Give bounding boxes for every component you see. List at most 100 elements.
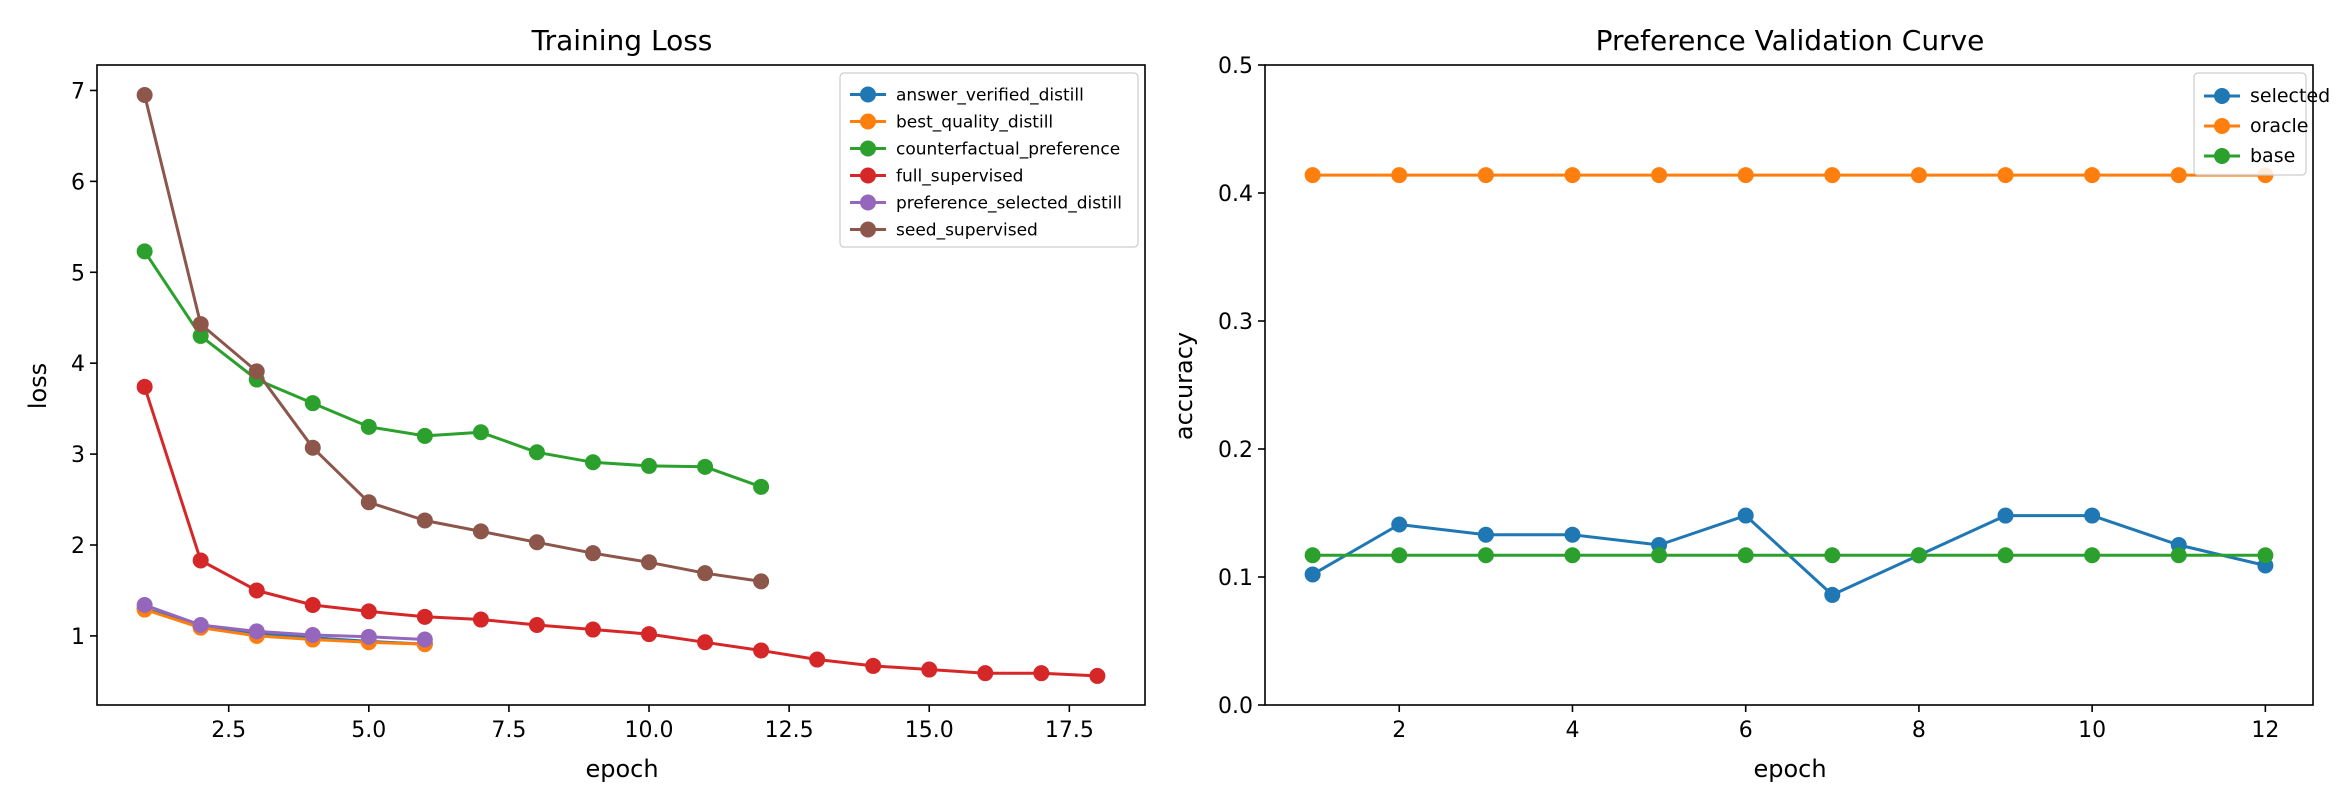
data-point bbox=[136, 87, 153, 103]
series-preference-selected-distill bbox=[136, 597, 433, 648]
legend: selected oracle base bbox=[2193, 72, 2330, 176]
data-point bbox=[1391, 516, 1408, 533]
data-point bbox=[2084, 547, 2101, 564]
data-point bbox=[1477, 167, 1494, 184]
data-point bbox=[1824, 586, 1841, 603]
data-point bbox=[1304, 167, 1321, 184]
x-tick-label: 10.0 bbox=[625, 718, 674, 743]
x-tick-label: 5.0 bbox=[351, 718, 386, 743]
data-point bbox=[1564, 526, 1581, 543]
data-point bbox=[697, 634, 714, 651]
x-tick-label: 12.5 bbox=[765, 718, 814, 743]
data-point bbox=[192, 327, 209, 344]
data-point bbox=[1910, 547, 1927, 564]
data-point bbox=[472, 424, 489, 441]
y-axis-label: accuracy bbox=[1170, 332, 1198, 440]
series-line bbox=[143, 94, 762, 583]
data-point bbox=[192, 316, 209, 333]
x-tick-label: 2 bbox=[1392, 718, 1406, 743]
data-point bbox=[1033, 665, 1050, 682]
data-point bbox=[360, 418, 377, 435]
data-point bbox=[641, 626, 658, 643]
data-point bbox=[136, 243, 153, 260]
data-point bbox=[472, 611, 489, 628]
data-point bbox=[248, 623, 265, 640]
data-point bbox=[248, 582, 265, 599]
data-point bbox=[753, 478, 770, 495]
data-point bbox=[1391, 167, 1408, 184]
data-point bbox=[1564, 167, 1581, 184]
data-point bbox=[1737, 167, 1754, 184]
data-point bbox=[472, 523, 489, 540]
series-line bbox=[143, 250, 762, 489]
preference-validation-chart: Preference Validation Curve epoch accura… bbox=[1170, 24, 2330, 783]
data-point bbox=[584, 454, 601, 471]
legend-label: answer_verified_distill bbox=[896, 86, 1084, 106]
data-point bbox=[1824, 167, 1841, 184]
y-tick-label: 1 bbox=[71, 625, 85, 650]
data-point bbox=[304, 439, 321, 456]
legend-label: base bbox=[2250, 145, 2295, 167]
y-tick-label: 4 bbox=[71, 352, 85, 377]
y-tick-label: 0.1 bbox=[1218, 566, 1253, 591]
data-point bbox=[1391, 547, 1408, 564]
data-point bbox=[304, 597, 321, 613]
plot-frame bbox=[96, 64, 1146, 706]
x-axis-label: epoch bbox=[585, 755, 658, 783]
y-tick-label: 0.5 bbox=[1218, 54, 1253, 79]
data-point bbox=[865, 657, 882, 674]
y-tick-label: 6 bbox=[71, 170, 85, 195]
legend-label: full_supervised bbox=[896, 167, 1023, 187]
legend: answer_verified_distill best_quality_dist… bbox=[839, 72, 1139, 248]
data-point bbox=[416, 427, 433, 444]
data-point bbox=[641, 554, 658, 571]
data-point bbox=[360, 603, 377, 620]
y-tick-label: 7 bbox=[71, 79, 85, 104]
series-counterfactual-preference bbox=[136, 243, 770, 495]
data-point bbox=[1564, 547, 1581, 564]
data-point bbox=[1304, 547, 1321, 564]
data-point bbox=[528, 617, 545, 633]
x-tick-label: 7.5 bbox=[491, 718, 526, 743]
data-point bbox=[2257, 547, 2274, 564]
data-point bbox=[1477, 526, 1494, 543]
data-point bbox=[809, 651, 826, 668]
legend-swatch-marker bbox=[2214, 88, 2230, 104]
data-point bbox=[416, 631, 433, 648]
x-axis-label: epoch bbox=[1753, 755, 1826, 783]
legend-label: preference_selected_distill bbox=[896, 194, 1122, 214]
y-tick-label: 3 bbox=[71, 443, 85, 468]
x-tick-label: 15.0 bbox=[905, 718, 954, 743]
data-point bbox=[697, 565, 714, 582]
series-full-supervised bbox=[136, 378, 1106, 684]
series-line bbox=[144, 608, 425, 646]
data-point bbox=[1477, 547, 1494, 564]
x-tick-label: 2.5 bbox=[211, 718, 246, 743]
data-point bbox=[641, 457, 658, 474]
data-point bbox=[192, 617, 209, 633]
data-point bbox=[1997, 167, 2014, 184]
legend-swatch-marker bbox=[860, 140, 876, 157]
data-point bbox=[1651, 167, 1668, 184]
data-point bbox=[528, 534, 545, 551]
data-point bbox=[136, 378, 153, 395]
chart-title: Training Loss bbox=[531, 24, 713, 57]
data-point bbox=[921, 661, 938, 678]
data-point bbox=[416, 512, 433, 529]
data-point bbox=[304, 395, 321, 412]
x-tick-label: 8 bbox=[1912, 718, 1926, 743]
chart-title: Preference Validation Curve bbox=[1596, 24, 1985, 57]
legend-swatch-marker bbox=[860, 113, 876, 130]
y-tick-label: 2 bbox=[71, 534, 85, 559]
data-point bbox=[697, 458, 714, 475]
data-point bbox=[1304, 566, 1321, 583]
legend-swatch-marker bbox=[860, 194, 876, 211]
plot-frame bbox=[1264, 64, 2314, 706]
y-tick-label: 0.2 bbox=[1218, 438, 1253, 463]
x-tick-label: 4 bbox=[1565, 718, 1579, 743]
data-point bbox=[2084, 167, 2101, 184]
data-point bbox=[416, 608, 433, 625]
legend-swatch-marker bbox=[2214, 148, 2230, 164]
training-loss-chart: Training Loss epoch loss 2.5 5.0 7.5 10.0 12… bbox=[24, 24, 1146, 783]
